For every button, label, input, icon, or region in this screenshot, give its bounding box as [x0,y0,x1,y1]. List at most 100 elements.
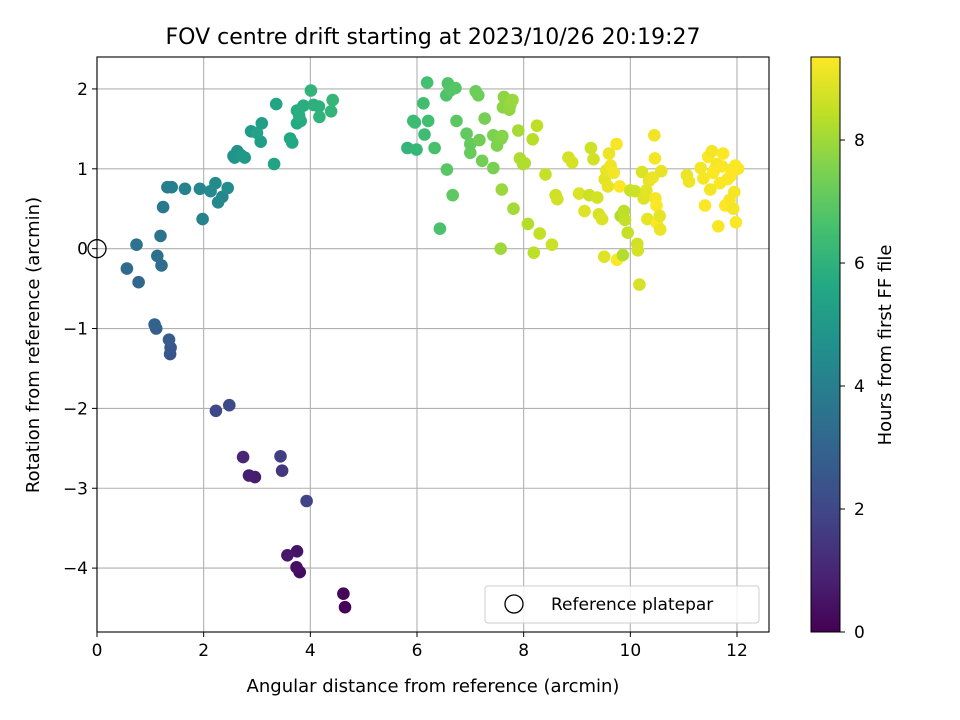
data-point [641,212,654,226]
data-point [120,262,134,275]
colorbar-tick-label: 6 [854,254,865,274]
data-point [715,160,729,173]
data-point [151,249,164,263]
data-point [682,175,696,188]
data-point [631,244,645,257]
data-point [650,199,663,212]
data-points [120,76,745,614]
data-point [255,117,269,130]
data-point [610,137,623,151]
data-point [211,196,225,209]
data-point [727,202,740,215]
data-point [440,163,454,176]
y-tick-label: 0 [77,240,88,260]
data-point [655,164,668,178]
data-point [450,114,463,128]
data-point [591,191,604,204]
data-point [464,146,477,160]
colorbar-tick-label: 0 [854,623,865,643]
data-point [565,156,579,169]
colorbar-label: Hours from first FF file [875,245,896,446]
data-point [578,204,591,218]
data-point [338,600,352,614]
data-point [196,212,209,226]
data-point [527,246,541,259]
x-tick-label: 2 [198,641,209,661]
data-point [421,114,435,128]
data-point [712,220,725,233]
data-point [635,165,649,179]
data-point [494,242,508,255]
data-point [238,151,251,164]
data-point [209,404,223,418]
data-point [297,99,310,112]
y-tick-label: 1 [77,160,88,180]
data-point [648,152,662,165]
data-point [155,259,168,272]
data-point [290,561,303,574]
x-tick-label: 8 [518,641,529,661]
y-tick-label: 2 [77,80,88,100]
x-tick-label: 12 [726,641,748,661]
data-point [618,213,632,227]
data-point [337,587,350,600]
data-point [154,229,167,243]
data-point [269,97,283,111]
legend-marker-icon [504,594,524,614]
data-point [729,216,743,229]
y-axis: −4 −3 −2 −1 0 1 2 [63,80,97,579]
data-point [312,100,326,113]
data-point [716,147,730,160]
data-point [221,181,234,195]
data-point [507,202,520,215]
data-point [587,152,600,166]
data-point [324,105,338,118]
data-point [148,318,161,331]
data-point [551,192,564,206]
data-point [705,144,719,158]
colorbar-tick-label: 4 [854,377,865,397]
data-point [162,333,176,347]
y-tick-label: −2 [63,399,88,419]
data-point [236,450,250,464]
data-point [640,184,653,197]
legend: Reference platepar [484,585,760,624]
data-point [300,494,313,508]
data-point [478,112,492,125]
plot-frame [96,56,770,633]
y-tick-label: −4 [63,559,88,579]
data-point [595,212,609,226]
x-tick-label: 10 [620,641,642,661]
data-point [275,464,289,478]
x-tick-label: 6 [412,641,423,661]
y-tick-label: −1 [63,320,88,340]
data-point [292,109,306,122]
data-point [418,128,431,141]
x-axis-label: Angular distance from reference (arcmin) [247,676,620,697]
data-point [572,187,586,200]
data-point [495,183,509,196]
legend-label: Reference platepar [551,595,713,615]
data-point [428,141,441,155]
colorbar-tick-label: 8 [854,131,865,151]
data-point [408,116,422,129]
data-point [304,84,318,97]
data-point [132,275,145,289]
data-point [602,147,616,160]
data-point [533,227,546,240]
data-point [165,180,178,194]
data-point [584,141,598,155]
data-point [281,549,294,562]
data-point [653,223,667,236]
colorbar [810,56,841,633]
data-point [193,182,207,196]
y-axis-label: Rotation from reference (arcmin) [23,197,44,493]
data-point [724,169,737,183]
data-point [697,172,710,185]
data-point [417,97,430,110]
data-point [250,126,264,140]
data-point [156,200,170,214]
colorbar-tick-label: 2 [854,500,865,520]
data-point [539,168,552,181]
data-point [473,133,486,147]
